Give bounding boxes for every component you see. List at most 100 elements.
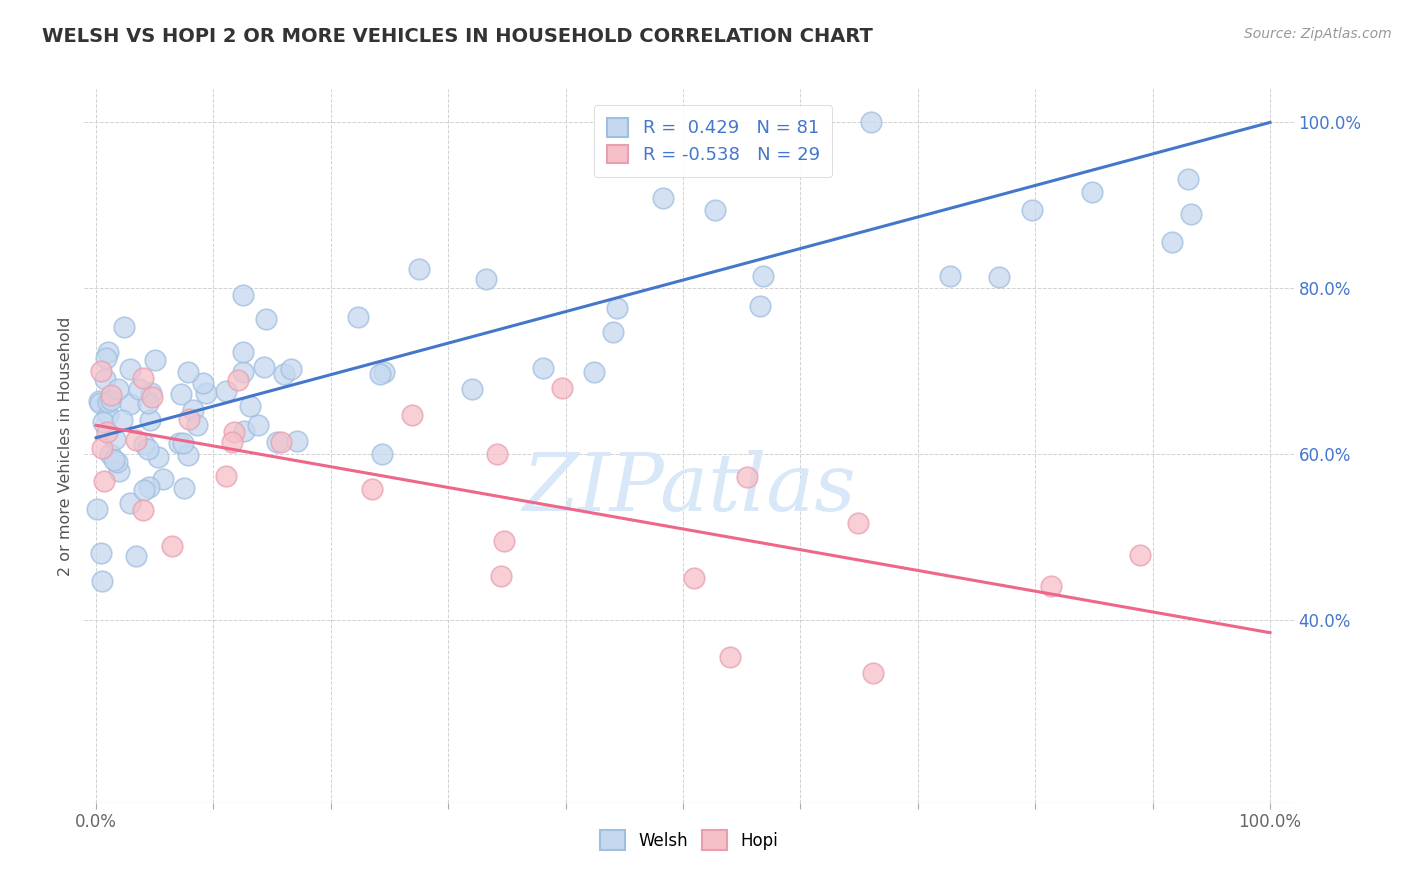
- Point: [183, 402, 205, 417]
- Point: [100, 388, 122, 402]
- Point: [489, 569, 512, 583]
- Point: [125, 549, 148, 563]
- Point: [368, 367, 391, 381]
- Point: [494, 533, 516, 548]
- Point: [1021, 202, 1043, 217]
- Point: [718, 649, 741, 664]
- Point: [232, 424, 254, 438]
- Point: [98, 447, 121, 461]
- Point: [1161, 235, 1184, 249]
- Point: [139, 385, 162, 400]
- Point: [107, 382, 129, 396]
- Legend: Welsh, Hopi: Welsh, Hopi: [592, 822, 786, 859]
- Point: [273, 368, 295, 382]
- Point: [104, 432, 127, 446]
- Point: [191, 376, 214, 391]
- Point: [103, 453, 125, 467]
- Point: [606, 301, 628, 316]
- Point: [222, 425, 245, 439]
- Point: [846, 516, 869, 530]
- Point: [177, 412, 200, 426]
- Point: [146, 450, 169, 465]
- Point: [89, 396, 111, 410]
- Point: [132, 370, 155, 384]
- Point: [141, 390, 163, 404]
- Point: [134, 436, 156, 450]
- Point: [1129, 548, 1152, 562]
- Point: [120, 361, 142, 376]
- Point: [172, 436, 194, 450]
- Point: [583, 365, 606, 379]
- Point: [1180, 206, 1202, 220]
- Point: [266, 434, 288, 449]
- Point: [170, 387, 193, 401]
- Point: [186, 417, 208, 432]
- Point: [214, 469, 236, 483]
- Point: [232, 365, 254, 379]
- Point: [139, 413, 162, 427]
- Point: [232, 288, 254, 302]
- Point: [112, 319, 135, 334]
- Point: [97, 409, 120, 423]
- Point: [111, 413, 134, 427]
- Point: [475, 272, 498, 286]
- Point: [169, 436, 191, 450]
- Point: [280, 362, 302, 376]
- Point: [136, 396, 159, 410]
- Point: [160, 540, 183, 554]
- Point: [373, 365, 395, 379]
- Point: [531, 361, 554, 376]
- Point: [232, 344, 254, 359]
- Point: [138, 480, 160, 494]
- Point: [136, 442, 159, 456]
- Point: [134, 483, 156, 498]
- Point: [128, 382, 150, 396]
- Point: [1040, 578, 1063, 592]
- Point: [228, 373, 250, 387]
- Point: [408, 261, 430, 276]
- Point: [651, 190, 673, 204]
- Point: [270, 435, 292, 450]
- Point: [86, 502, 108, 516]
- Text: Source: ZipAtlas.com: Source: ZipAtlas.com: [1244, 27, 1392, 41]
- Point: [247, 417, 270, 432]
- Point: [96, 351, 118, 365]
- Point: [1177, 171, 1199, 186]
- Point: [125, 433, 148, 447]
- Point: [361, 482, 384, 496]
- Point: [939, 269, 962, 284]
- Point: [1081, 185, 1104, 199]
- Point: [107, 454, 129, 468]
- Point: [177, 365, 200, 379]
- Point: [118, 397, 141, 411]
- Point: [152, 472, 174, 486]
- Point: [987, 269, 1010, 284]
- Point: [860, 115, 883, 129]
- Point: [132, 503, 155, 517]
- Point: [371, 447, 394, 461]
- Point: [602, 325, 624, 339]
- Point: [285, 434, 308, 449]
- Point: [90, 574, 112, 589]
- Point: [100, 392, 122, 407]
- Point: [107, 465, 129, 479]
- Point: [90, 546, 112, 560]
- Point: [143, 352, 166, 367]
- Point: [682, 571, 704, 585]
- Point: [221, 435, 243, 450]
- Point: [551, 381, 574, 395]
- Point: [862, 666, 884, 681]
- Point: [752, 268, 775, 283]
- Point: [87, 393, 110, 408]
- Point: [96, 425, 118, 440]
- Point: [346, 310, 368, 325]
- Point: [749, 300, 772, 314]
- Point: [120, 496, 142, 510]
- Point: [704, 203, 727, 218]
- Point: [254, 312, 277, 326]
- Point: [173, 481, 195, 495]
- Point: [94, 372, 117, 386]
- Point: [177, 448, 200, 462]
- Point: [90, 364, 112, 378]
- Point: [401, 408, 423, 422]
